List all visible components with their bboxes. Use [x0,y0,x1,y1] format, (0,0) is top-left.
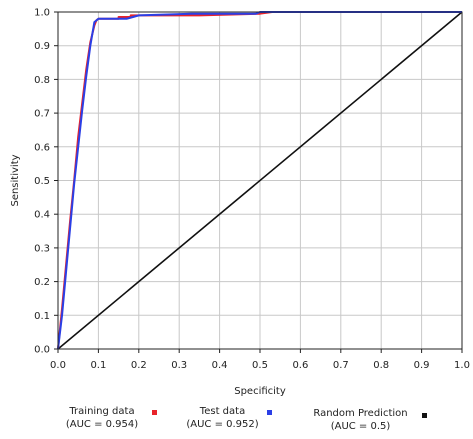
legend-item-random: Random Prediction (AUC = 0.5) [298,407,423,433]
x-tick-label: 0.9 [414,360,430,371]
legend-swatch-test [267,410,272,415]
x-tick-label: 0.3 [171,360,187,371]
y-tick-label: 0.8 [34,75,50,86]
y-tick-label: 0.1 [34,311,50,322]
legend-label: Training data [69,406,135,417]
y-tick-label: 0.3 [34,243,50,254]
y-axis-label: Sensitivity [10,154,21,206]
y-tick-label: 0.9 [34,41,50,52]
x-tick-labels: 0.0 0.1 0.2 0.3 0.4 0.5 0.6 0.7 0.8 0.9 1.0 [50,349,470,371]
legend-auc: (AUC = 0.954) [65,419,139,430]
legend-auc: (AUC = 0.952) [186,419,259,430]
series-line-test [57,11,462,350]
legend-label: Test data [199,406,246,417]
y-tick-labels: 0.0 0.1 0.2 0.3 0.4 0.5 0.6 0.7 0.8 0.9 1.0 [34,8,58,356]
legend-swatch-random [422,413,427,418]
legend-swatch-training [152,410,157,415]
y-tick-label: 0.4 [34,210,50,221]
legend-item-training: Training data (AUC = 0.954) [52,405,152,431]
series-lines [57,11,463,350]
legend: Training data (AUC = 0.954) Test data (A… [0,405,473,439]
x-tick-label: 0.8 [373,360,389,371]
legend-item-test: Test data (AUC = 0.952) [175,405,270,431]
y-tick-label: 0.7 [34,109,50,120]
x-tick-label: 0.1 [90,360,106,371]
y-tick-label: 0.0 [34,345,50,356]
x-tick-label: 0.6 [292,360,308,371]
series-line-random [57,11,463,350]
roc-chart: 0.0 0.1 0.2 0.3 0.4 0.5 0.6 0.7 0.8 0.9 1.0 0.0 0.1… [10,8,470,398]
x-tick-label: 0.2 [131,360,147,371]
legend-auc: (AUC = 0.5) [330,421,391,432]
y-tick-label: 1.0 [34,8,50,19]
y-tick-label: 0.5 [34,176,50,187]
x-tick-label: 1.0 [454,360,470,371]
legend-label: Random Prediction [313,408,408,419]
x-tick-label: 0.4 [212,360,228,371]
x-axis-label: Specificity [234,386,286,397]
y-tick-label: 0.6 [34,142,50,153]
x-tick-label: 0.5 [252,360,268,371]
x-tick-label: 0.7 [333,360,349,371]
x-tick-label: 0.0 [50,360,66,371]
y-tick-label: 0.2 [34,277,50,288]
